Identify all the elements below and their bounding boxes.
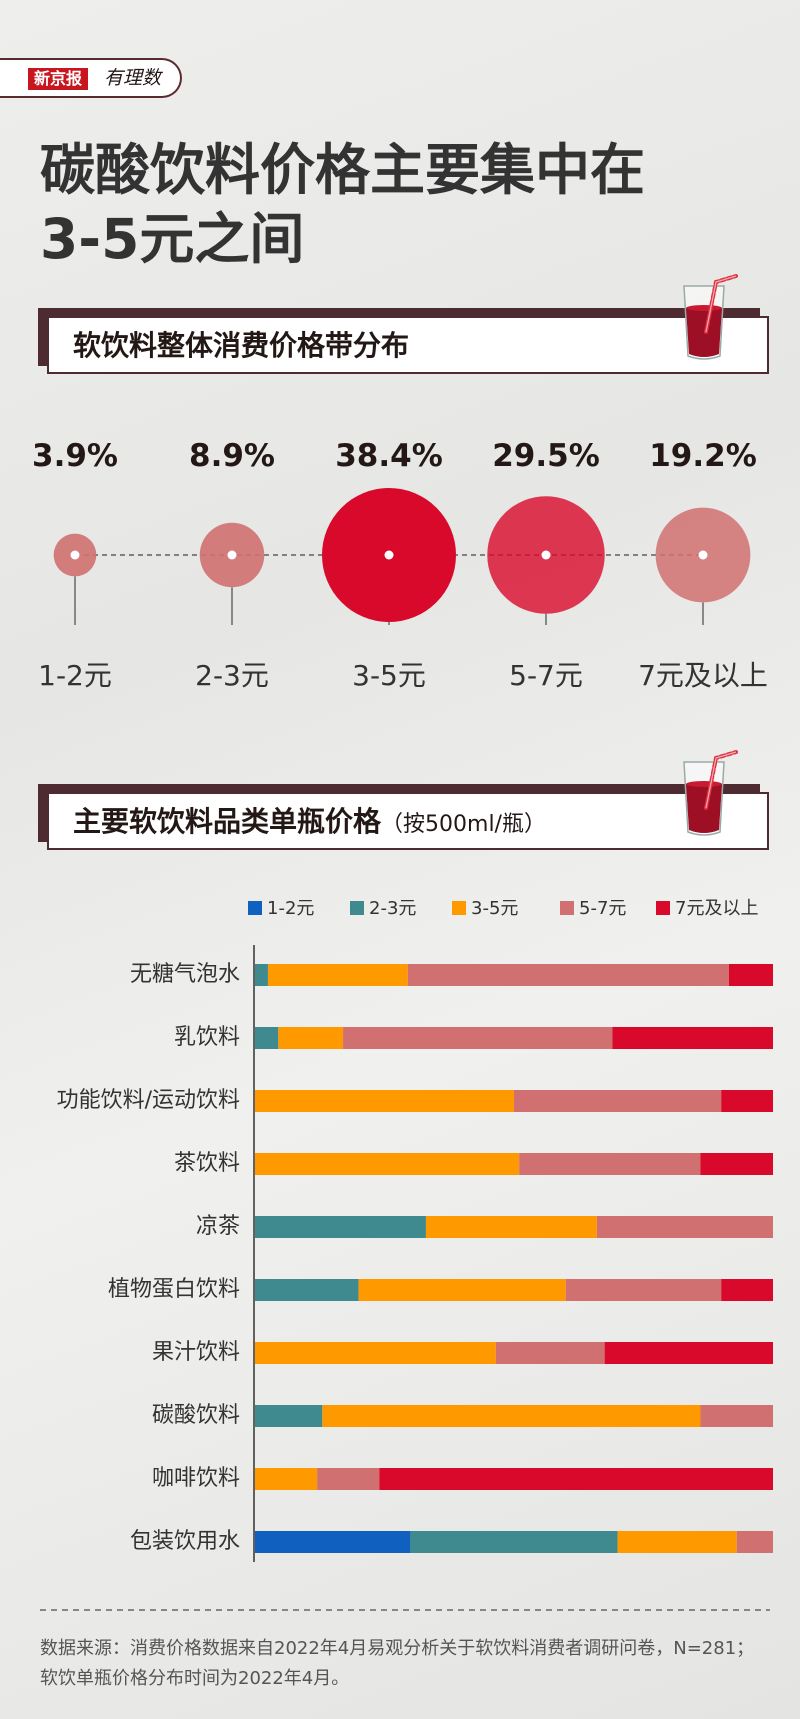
legend-swatch [452, 901, 466, 915]
bubble-category-label: 7元及以上 [638, 659, 768, 692]
bar-segment-5-7 [495, 1342, 605, 1364]
bar-segment-5-7 [407, 964, 729, 986]
section1-header: 软饮料整体消费价格带分布 [38, 308, 770, 374]
bubble-value-label: 38.4% [335, 438, 443, 474]
bar-category-label: 包装饮用水 [129, 1529, 240, 1554]
brand-name: 新京报 [28, 68, 89, 90]
legend-item: 5-7元 [560, 897, 626, 921]
bubble-center-dot [227, 550, 237, 560]
footer-divider [40, 1609, 770, 1611]
bar-segment-2-3 [410, 1531, 618, 1553]
legend-item: 7元及以上 [656, 897, 758, 921]
bar-segment-5-7 [519, 1153, 701, 1175]
bar-segment-7 [721, 1279, 773, 1301]
bar-segment-1-2 [255, 1531, 411, 1553]
bubble-value-label: 8.9% [189, 438, 275, 474]
bubble-center-dot [541, 550, 551, 560]
legend-label: 7元及以上 [675, 898, 759, 919]
page-title: 碳酸饮料价格主要集中在 3-5元之间 [40, 136, 645, 274]
bar-segment-3-5 [255, 1342, 496, 1364]
bubble-center-dot [698, 550, 708, 560]
bubble-center-dot [384, 550, 394, 560]
bar-category-label: 碳酸饮料 [151, 1403, 240, 1428]
section2-header-box: 主要软饮料品类单瓶价格（按500ml/瓶） [47, 792, 769, 850]
bar-segment-7 [700, 1153, 773, 1175]
brand-tagline: 有理数 [104, 67, 162, 89]
section2-title-main: 主要软饮料品类单瓶价格 [73, 805, 382, 838]
legend-label: 1-2元 [267, 898, 315, 919]
bubble-category-label: 5-7元 [509, 659, 583, 692]
legend-item: 2-3元 [350, 897, 416, 921]
bar-segment-2-3 [255, 964, 268, 986]
bar-category-label: 凉茶 [195, 1214, 240, 1239]
legend-swatch [560, 901, 574, 915]
footnote-source: 数据来源：消费价格数据来自2022年4月易观分析关于软饮料消费者调研问卷，N=2… [40, 1638, 755, 1689]
legend-label: 5-7元 [579, 898, 627, 919]
bar-category-label: 茶饮料 [173, 1151, 240, 1176]
bubble-category-label: 3-5元 [352, 659, 426, 692]
page-title-line2: 3-5元之间 [40, 207, 305, 271]
bar-segment-5-7 [700, 1405, 773, 1427]
bar-segment-3-5 [255, 1468, 318, 1490]
bar-segment-3-5 [255, 1153, 520, 1175]
legend-item: 3-5元 [452, 897, 518, 921]
legend-label: 3-5元 [471, 898, 519, 919]
section2-title: 主要软饮料品类单瓶价格（按500ml/瓶） [73, 802, 546, 845]
brand-logo: 新京报 有理数 [0, 58, 182, 98]
section1-title: 软饮料整体消费价格带分布 [73, 329, 410, 362]
bar-segment-5-7 [514, 1090, 722, 1112]
legend-label: 2-3元 [369, 898, 417, 919]
bar-segment-2-3 [255, 1216, 426, 1238]
bar-segment-3-5 [255, 1090, 514, 1112]
bar-segment-2-3 [255, 1279, 359, 1301]
bar-category-label: 植物蛋白饮料 [107, 1277, 240, 1302]
bar-category-label: 咖啡饮料 [151, 1466, 240, 1491]
bar-segment-3-5 [322, 1405, 701, 1427]
bar-category-label: 无糖气泡水 [129, 962, 240, 987]
bar-segment-5-7 [565, 1279, 722, 1301]
bar-segment-3-5 [278, 1027, 344, 1049]
bar-segment-2-3 [255, 1405, 323, 1427]
bar-segment-7 [728, 964, 773, 986]
bar-segment-5-7 [317, 1468, 380, 1490]
bubble-category-label: 2-3元 [195, 659, 269, 692]
bar-segment-7 [721, 1090, 773, 1112]
section1-header-box: 软饮料整体消费价格带分布 [47, 316, 769, 374]
bubble-category-label: 1-2元 [38, 659, 112, 692]
section2-header: 主要软饮料品类单瓶价格（按500ml/瓶） [38, 784, 770, 850]
bubble-value-label: 29.5% [492, 438, 600, 474]
section2-subtitle: （按500ml/瓶） [381, 812, 546, 837]
bubble-chart [53, 488, 751, 625]
bar-segment-7 [379, 1468, 773, 1490]
bar-segment-3-5 [617, 1531, 737, 1553]
bar-segment-5-7 [343, 1027, 613, 1049]
bar-segment-5-7 [736, 1531, 773, 1553]
soda-glass-icon [683, 274, 738, 360]
legend-item: 1-2元 [248, 897, 314, 921]
bar-segment-3-5 [267, 964, 408, 986]
bar-segment-2-3 [255, 1027, 279, 1049]
bar-segment-5-7 [596, 1216, 773, 1238]
legend-swatch [350, 901, 364, 915]
bar-category-label: 功能饮料/运动饮料 [56, 1088, 240, 1113]
stacked-bar-chart [253, 945, 773, 1562]
bubble-center-dot [70, 550, 80, 560]
bar-category-label: 乳饮料 [173, 1025, 240, 1050]
bar-segment-3-5 [358, 1279, 566, 1301]
legend-swatch [248, 901, 262, 915]
soda-glass-icon [683, 750, 738, 836]
bar-segment-7 [612, 1027, 773, 1049]
bar-category-label: 果汁饮料 [151, 1340, 240, 1365]
page-title-line1: 碳酸饮料价格主要集中在 [40, 138, 646, 202]
legend-swatch [656, 901, 670, 915]
bubble-value-label: 3.9% [32, 438, 118, 474]
bar-segment-3-5 [425, 1216, 597, 1238]
bubble-value-label: 19.2% [649, 438, 757, 474]
bar-segment-7 [604, 1342, 773, 1364]
